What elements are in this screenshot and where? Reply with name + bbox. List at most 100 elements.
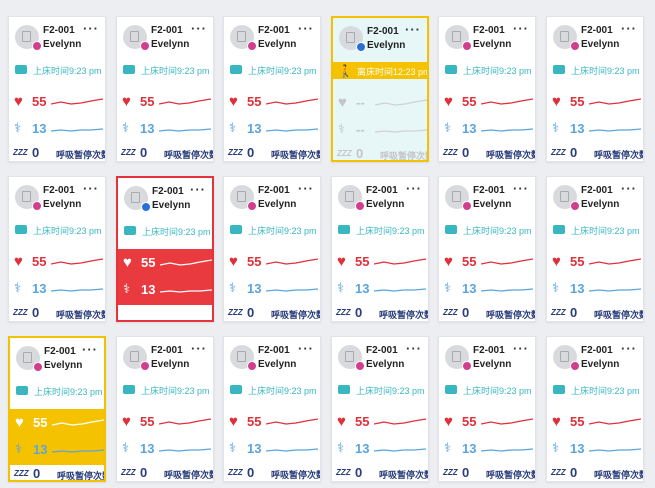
apnea-count-value: 0 — [570, 305, 578, 320]
patient-card[interactable]: F2-001 Evelynn ··· 上床时间9:23 pm ♥ 55 ⚕ 13 ZZZ 0 呼吸暂… — [331, 336, 429, 482]
vitals-panel: ♥ 55 ⚕ 13 ZZZ 0 呼吸暂停次数 — [9, 248, 105, 320]
respiration-rate-value: 13 — [355, 281, 370, 296]
heart-icon: ♥ — [14, 253, 23, 270]
bed-icon — [445, 385, 457, 394]
patient-card[interactable]: F2-001 Evelynn ··· 上床时间9:23 pm ♥ 55 ⚕ 13 ZZZ 0 呼吸暂… — [8, 176, 106, 322]
heart-rate-line — [374, 418, 426, 425]
more-options-icon[interactable]: ··· — [190, 182, 206, 197]
vitals-panel: ♥ 55 ⚕ 13 ZZZ 0 呼吸暂停次数 — [439, 248, 535, 320]
more-options-icon[interactable]: ··· — [406, 181, 422, 196]
more-options-icon[interactable]: ··· — [621, 341, 637, 356]
more-options-icon[interactable]: ··· — [298, 341, 314, 356]
photo-placeholder-icon — [452, 351, 461, 362]
heart-rate-line — [266, 98, 318, 105]
room-number: F2-001 — [258, 25, 290, 36]
bed-icon — [123, 65, 135, 74]
avatar — [15, 25, 42, 51]
more-options-icon[interactable]: ··· — [405, 22, 421, 37]
patient-card[interactable]: F2-001 Evelynn ··· 上床时间9:23 pm ♥ 55 ⚕ 13 ZZZ 0 呼吸暂… — [438, 16, 536, 162]
heart-rate-line — [481, 258, 533, 265]
vitals-panel: ♥ 55 ⚕ 13 ZZZ 0 呼吸暂停次数 — [224, 248, 320, 320]
heart-rate-value: 55 — [355, 414, 370, 429]
bed-status-text: 上床时间9:23 pm — [571, 226, 640, 236]
bed-status-text: 上床时间9:23 pm — [248, 386, 317, 396]
patient-card[interactable]: F2-001 Evelynn ··· 上床时间9:23 pm ♥ 55 ⚕ 13 ZZZ 0 呼吸暂… — [116, 336, 214, 482]
bed-status-text: 上床时间9:23 pm — [571, 66, 640, 76]
patient-card[interactable]: F2-001 Evelynn ··· 上床时间9:23 pm ♥ 55 ⚕ 13 ZZZ 0 呼吸暂… — [438, 336, 536, 482]
respiration-trend — [52, 449, 104, 453]
heart-rate-line — [51, 258, 103, 265]
patient-card[interactable]: F2-001 Evelynn ··· 上床时间9:23 pm ♥ 55 ⚕ 13 ZZZ 2 呼吸暂… — [116, 176, 214, 322]
sleep-zzz-icon: ZZZ — [122, 309, 137, 318]
more-options-icon[interactable]: ··· — [513, 21, 529, 36]
lungs-icon: ⚕ — [337, 440, 345, 455]
respiration-trend — [160, 289, 212, 293]
apnea-count-label: 呼吸暂停次数 — [379, 470, 429, 480]
patient-card[interactable]: F2-001 Evelynn ··· 上床时间9:23 pm ♥ 55 ⚕ 13 ZZZ 0 呼吸暂… — [8, 16, 106, 162]
patient-card[interactable]: F2-001 Evelynn ··· 上床时间9:23 pm ♥ 55 ⚕ 13 ZZZ 0 呼吸暂… — [546, 336, 644, 482]
patient-card[interactable]: F2-001 Evelynn ··· 上床时间9:23 pm ♥ 55 ⚕ 13 ZZZ 0 呼吸暂… — [8, 336, 106, 482]
patient-card[interactable]: F2-001 Evelynn ··· 上床时间9:23 pm ♥ 55 ⚕ 13 ZZZ 0 呼吸暂… — [223, 176, 321, 322]
respiration-line — [51, 128, 103, 132]
heart-icon: ♥ — [229, 253, 238, 270]
more-options-icon[interactable]: ··· — [82, 342, 98, 357]
more-options-icon[interactable]: ··· — [191, 341, 207, 356]
respiration-trend — [374, 288, 426, 292]
more-options-icon[interactable]: ··· — [191, 21, 207, 36]
apnea-count-label: 呼吸暂停次数 — [57, 471, 106, 481]
more-options-icon[interactable]: ··· — [83, 181, 99, 196]
sleep-zzz-icon: ZZZ — [13, 148, 28, 157]
heart-rate-line — [589, 418, 641, 425]
patient-card[interactable]: F2-001 Evelynn ··· 上床时间9:23 pm ♥ 55 ⚕ 13 ZZZ 0 呼吸暂… — [223, 336, 321, 482]
patient-card[interactable]: F2-001 Evelynn ··· 🚶 离床时间12:23 pm ♥ -- ⚕ -- ZZZ 0 呼… — [331, 16, 429, 162]
respiration-line — [375, 129, 427, 133]
avatar — [553, 345, 580, 371]
patient-card[interactable]: F2-001 Evelynn ··· 上床时间9:23 pm ♥ 55 ⚕ 13 ZZZ 0 呼吸暂… — [546, 16, 644, 162]
bed-icon — [445, 225, 457, 234]
patient-card[interactable]: F2-001 Evelynn ··· 上床时间9:23 pm ♥ 55 ⚕ 13 ZZZ 0 呼吸暂… — [546, 176, 644, 322]
avatar — [445, 345, 472, 371]
heart-icon: ♥ — [552, 253, 561, 270]
more-options-icon[interactable]: ··· — [621, 21, 637, 36]
patient-name: Evelynn — [258, 39, 297, 50]
heart-rate-line — [375, 99, 427, 106]
bed-icon — [124, 226, 136, 235]
respiration-line — [52, 449, 104, 453]
respiration-rate-value: 13 — [247, 281, 262, 296]
bed-icon — [15, 65, 27, 74]
more-options-icon[interactable]: ··· — [513, 181, 529, 196]
bed-status-text: 上床时间9:23 pm — [356, 386, 425, 396]
more-options-icon[interactable]: ··· — [83, 21, 99, 36]
respiration-rate-value: 13 — [33, 442, 48, 457]
more-options-icon[interactable]: ··· — [513, 341, 529, 356]
gender-badge-icon — [247, 201, 257, 211]
respiration-line — [374, 448, 426, 452]
more-options-icon[interactable]: ··· — [621, 181, 637, 196]
more-options-icon[interactable]: ··· — [406, 341, 422, 356]
patient-card[interactable]: F2-001 Evelynn ··· 上床时间9:23 pm ♥ 55 ⚕ 13 ZZZ 0 呼吸暂… — [331, 176, 429, 322]
respiration-line — [589, 448, 641, 452]
respiration-trend — [374, 448, 426, 452]
bed-status-bar: 上床时间9:23 pm — [332, 221, 428, 238]
room-number: F2-001 — [151, 345, 183, 356]
heart-rate-trend — [51, 98, 103, 105]
patient-card[interactable]: F2-001 Evelynn ··· 上床时间9:23 pm ♥ 55 ⚕ 13 ZZZ 0 呼吸暂… — [116, 16, 214, 162]
apnea-count-value: 0 — [247, 465, 255, 480]
more-options-icon[interactable]: ··· — [298, 181, 314, 196]
more-options-icon[interactable]: ··· — [298, 21, 314, 36]
heart-rate-line — [266, 418, 318, 425]
respiration-line — [374, 288, 426, 292]
heart-rate-trend — [266, 418, 318, 425]
respiration-rate-value: 13 — [140, 441, 155, 456]
bed-status-bar: 上床时间9:23 pm — [117, 61, 213, 78]
photo-placeholder-icon — [237, 31, 246, 42]
heart-rate-trend — [51, 258, 103, 265]
gender-badge-icon — [140, 41, 150, 51]
photo-placeholder-icon — [560, 351, 569, 362]
patient-card[interactable]: F2-001 Evelynn ··· 上床时间9:23 pm ♥ 55 ⚕ 13 ZZZ 0 呼吸暂… — [438, 176, 536, 322]
respiration-line — [51, 288, 103, 292]
respiration-trend — [266, 128, 318, 132]
heart-rate-trend — [589, 258, 641, 265]
respiration-rate-value: 13 — [570, 281, 585, 296]
patient-card[interactable]: F2-001 Evelynn ··· 上床时间9:23 pm ♥ 55 ⚕ 13 ZZZ 0 呼吸暂… — [223, 16, 321, 162]
